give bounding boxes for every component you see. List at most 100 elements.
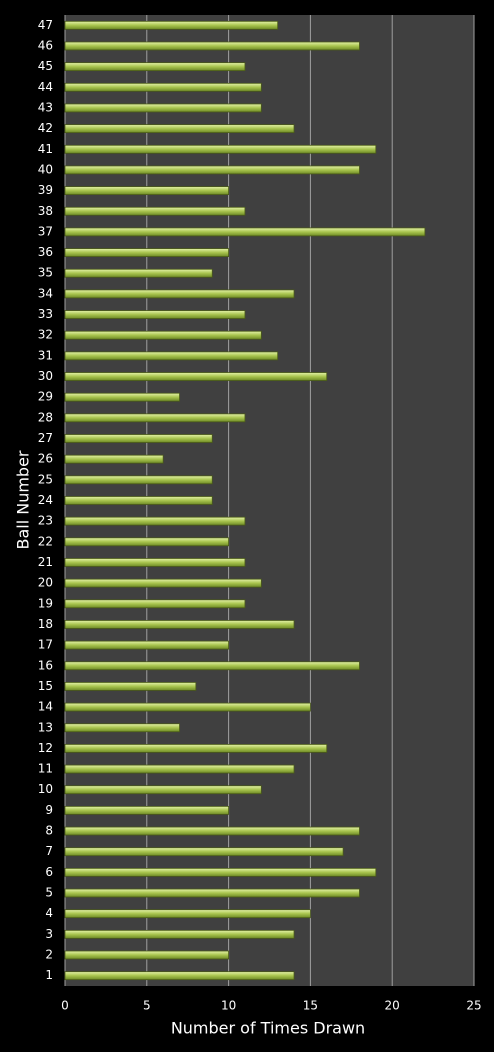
bar [64,950,230,960]
x-tick-label: 15 [303,999,318,1013]
bar [64,723,180,733]
y-tick-label: 7 [45,844,53,858]
bar [64,289,295,299]
y-tick-label: 44 [38,80,53,94]
bar [64,867,377,877]
y-tick-label: 28 [38,410,53,424]
y-tick-label: 42 [38,121,53,135]
bar [64,475,213,485]
y-tick-label: 16 [38,658,53,672]
bar [64,434,213,443]
bar [64,330,262,340]
bar [64,971,295,981]
bar [64,186,230,196]
y-tick-label: 37 [38,224,53,238]
y-tick-label: 39 [38,183,53,197]
y-tick-label: 31 [38,348,53,362]
bar [64,702,311,712]
bar [64,620,295,629]
y-tick-label: 30 [38,369,53,383]
y-tick-label: 24 [38,493,53,507]
x-tick-label: 10 [221,999,236,1013]
bar [64,351,279,361]
y-tick-label: 35 [38,266,53,280]
y-tick-label: 38 [38,204,53,218]
x-tick-label: 5 [143,999,151,1013]
bar [64,682,197,691]
x-tick-label: 20 [385,999,400,1013]
bar [64,599,246,609]
bar [64,826,360,836]
bar [64,909,311,919]
x-tick-label: 0 [61,999,69,1013]
y-tick-label: 3 [45,927,53,941]
bar [64,847,344,857]
y-tick-label: 15 [38,679,53,693]
y-tick-label: 8 [45,824,53,838]
y-tick-label: 40 [38,162,53,176]
bar [64,392,180,402]
y-tick-label: 43 [38,100,53,114]
bar [64,124,295,134]
bar [64,929,295,939]
y-tick-label: 14 [38,700,53,714]
y-tick-label: 6 [45,865,53,879]
bar [64,496,213,505]
y-tick-label: 10 [38,782,53,796]
bar [64,165,360,175]
y-tick-label: 23 [38,514,53,528]
bar [64,661,360,671]
bar [64,805,230,815]
bar [64,248,230,257]
y-tick-label: 34 [38,286,53,300]
bar [64,785,262,795]
y-tick-label: 41 [38,142,53,156]
bar [64,537,230,547]
bar [64,578,262,588]
y-tick-label: 4 [45,906,53,920]
bar [64,310,246,319]
bar [64,41,360,51]
bar [64,103,262,113]
bar [64,62,246,72]
bar [64,640,230,650]
bar [64,454,164,464]
bar [64,20,279,30]
y-tick-label: 13 [38,720,53,734]
y-tick-label: 46 [38,38,53,52]
y-tick-label: 21 [38,555,53,569]
y-tick-label: 45 [38,59,53,73]
y-tick-label: 2 [45,948,53,962]
y-tick-label: 33 [38,307,53,321]
bar [64,268,213,278]
y-tick-label: 5 [45,886,53,900]
y-tick-label: 25 [38,472,53,486]
y-axis-title: Ball Number [14,450,33,549]
bar [64,888,360,898]
bar [64,144,377,154]
y-tick-label: 36 [38,245,53,259]
y-tick-label: 17 [38,638,53,652]
bar [64,206,246,216]
y-tick-label: 20 [38,576,53,590]
x-tick-label: 25 [466,999,481,1013]
y-tick-label: 32 [38,328,53,342]
bar [64,82,262,92]
y-tick-label: 9 [45,803,53,817]
bar [64,744,328,753]
bar [64,413,246,423]
y-tick-label: 1 [45,968,53,982]
y-tick-label: 26 [38,452,53,466]
x-axis-title: Number of Times Drawn [171,1019,365,1038]
y-tick-label: 18 [38,617,53,631]
y-tick-label: 11 [38,762,53,776]
bar [64,764,295,774]
bar [64,516,246,526]
y-tick-label: 22 [38,534,53,548]
y-tick-label: 19 [38,596,53,610]
bar [64,558,246,567]
y-tick-label: 29 [38,390,53,404]
y-tick-label: 12 [38,741,53,755]
